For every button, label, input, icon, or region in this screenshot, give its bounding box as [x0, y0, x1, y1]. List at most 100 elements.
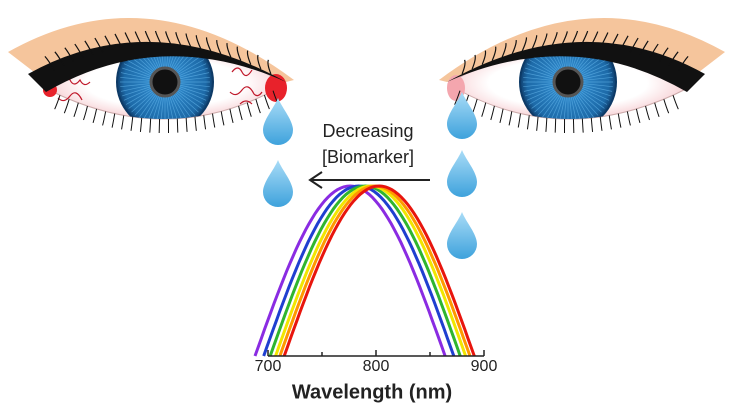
- lower-lash: [526, 115, 530, 130]
- eyelash: [600, 32, 609, 47]
- eyelash: [610, 33, 619, 49]
- lower-lash: [472, 98, 478, 114]
- iris-fiber: [523, 72, 554, 80]
- lower-lash: [255, 98, 261, 114]
- iris-fiber: [577, 92, 599, 116]
- iris-fiber: [120, 83, 151, 88]
- vein: [229, 86, 263, 97]
- iris-fiber: [525, 67, 554, 78]
- lower-lash: [238, 105, 243, 121]
- iris-fiber: [558, 96, 566, 120]
- iris-fiber: [582, 76, 613, 81]
- lower-lash: [102, 111, 107, 126]
- iris-fiber: [125, 89, 153, 105]
- iris-fiber: [580, 59, 608, 75]
- iris-fiber: [131, 91, 155, 113]
- iris-fiber: [572, 96, 583, 120]
- eyelid-skin: [439, 17, 725, 83]
- iris-fiber: [167, 96, 175, 120]
- lower-lash: [599, 116, 603, 131]
- iris-fiber: [178, 87, 207, 101]
- iris-fiber: [523, 83, 554, 88]
- eyelash: [64, 47, 75, 63]
- lower-lash: [545, 117, 548, 132]
- iris-fiber: [128, 90, 154, 109]
- iris-fiber: [134, 92, 156, 116]
- iris-fiber: [537, 92, 559, 116]
- iris-fiber: [176, 90, 202, 109]
- lower-lash: [83, 105, 88, 121]
- eyelash: [541, 33, 548, 48]
- eyelash: [570, 30, 579, 46]
- iris-fiber: [138, 93, 157, 119]
- eyelash: [267, 59, 272, 75]
- lower-lash: [185, 117, 188, 132]
- lower-lash: [121, 115, 125, 130]
- tear-drop: [263, 98, 293, 145]
- iris-fiber: [525, 86, 554, 97]
- tear-drop: [263, 160, 293, 207]
- iris-fiber: [120, 84, 151, 92]
- iris-fiber: [545, 94, 561, 120]
- lower-lash: [139, 117, 143, 132]
- spectrum-curve: [282, 184, 476, 357]
- lower-lash: [212, 113, 216, 128]
- iris-fiber: [178, 63, 207, 77]
- iris-fiber: [526, 87, 555, 101]
- eyelash: [246, 50, 252, 65]
- tears: [263, 92, 477, 259]
- x-tick-label: 800: [363, 358, 390, 375]
- iris-fiber: [172, 94, 188, 120]
- spectrum-curve: [268, 184, 462, 357]
- iris-fiber: [177, 59, 205, 75]
- iris-fiber: [120, 72, 151, 80]
- lower-lash: [194, 116, 197, 131]
- lower-lash: [263, 94, 270, 110]
- lower-lash: [149, 118, 152, 133]
- iris-fiber: [123, 63, 152, 77]
- lower-lash: [645, 105, 650, 121]
- lower-lash: [536, 116, 539, 131]
- iris-fiber: [120, 76, 151, 81]
- eyelash: [175, 32, 182, 47]
- tear-drop: [447, 212, 477, 259]
- lower-lash: [590, 117, 594, 132]
- iris-fiber: [580, 89, 608, 105]
- eyelash: [481, 50, 487, 65]
- iris-fiber: [176, 55, 202, 74]
- iris-fiber: [122, 67, 151, 78]
- lower-lash: [617, 113, 622, 128]
- iris-fiber: [528, 59, 556, 75]
- pink-corner: [447, 75, 465, 101]
- eyelash: [216, 39, 222, 55]
- eyelash: [144, 30, 153, 46]
- eyelash: [501, 42, 507, 58]
- lower-lash: [92, 108, 98, 124]
- iris-fiber: [541, 93, 560, 119]
- iris-fiber: [553, 96, 564, 120]
- eyelash: [531, 35, 538, 50]
- normal-eye: [439, 17, 725, 134]
- eyelash: [154, 30, 163, 46]
- lower-lash: [626, 111, 631, 126]
- iris-fiber: [177, 89, 205, 105]
- lower-lash: [220, 111, 225, 126]
- eyelash: [257, 54, 262, 70]
- eyelash: [44, 55, 55, 71]
- eyelash: [551, 32, 558, 47]
- tear-drop: [447, 150, 477, 197]
- lower-lash: [663, 99, 670, 114]
- iris-fiber: [150, 96, 161, 120]
- arrow: [308, 171, 430, 189]
- iris-fiber: [159, 96, 164, 120]
- iris-fiber: [570, 96, 578, 120]
- tear-drop: [447, 92, 477, 139]
- x-axis-label: Wavelength (nm): [292, 381, 452, 403]
- lower-lash: [508, 111, 513, 126]
- iris-fiber: [531, 55, 557, 74]
- eyelash: [658, 47, 669, 63]
- eyelash: [491, 46, 497, 61]
- iris-fiber: [582, 84, 613, 92]
- iris-fiber: [169, 96, 180, 120]
- eyelash: [236, 46, 242, 61]
